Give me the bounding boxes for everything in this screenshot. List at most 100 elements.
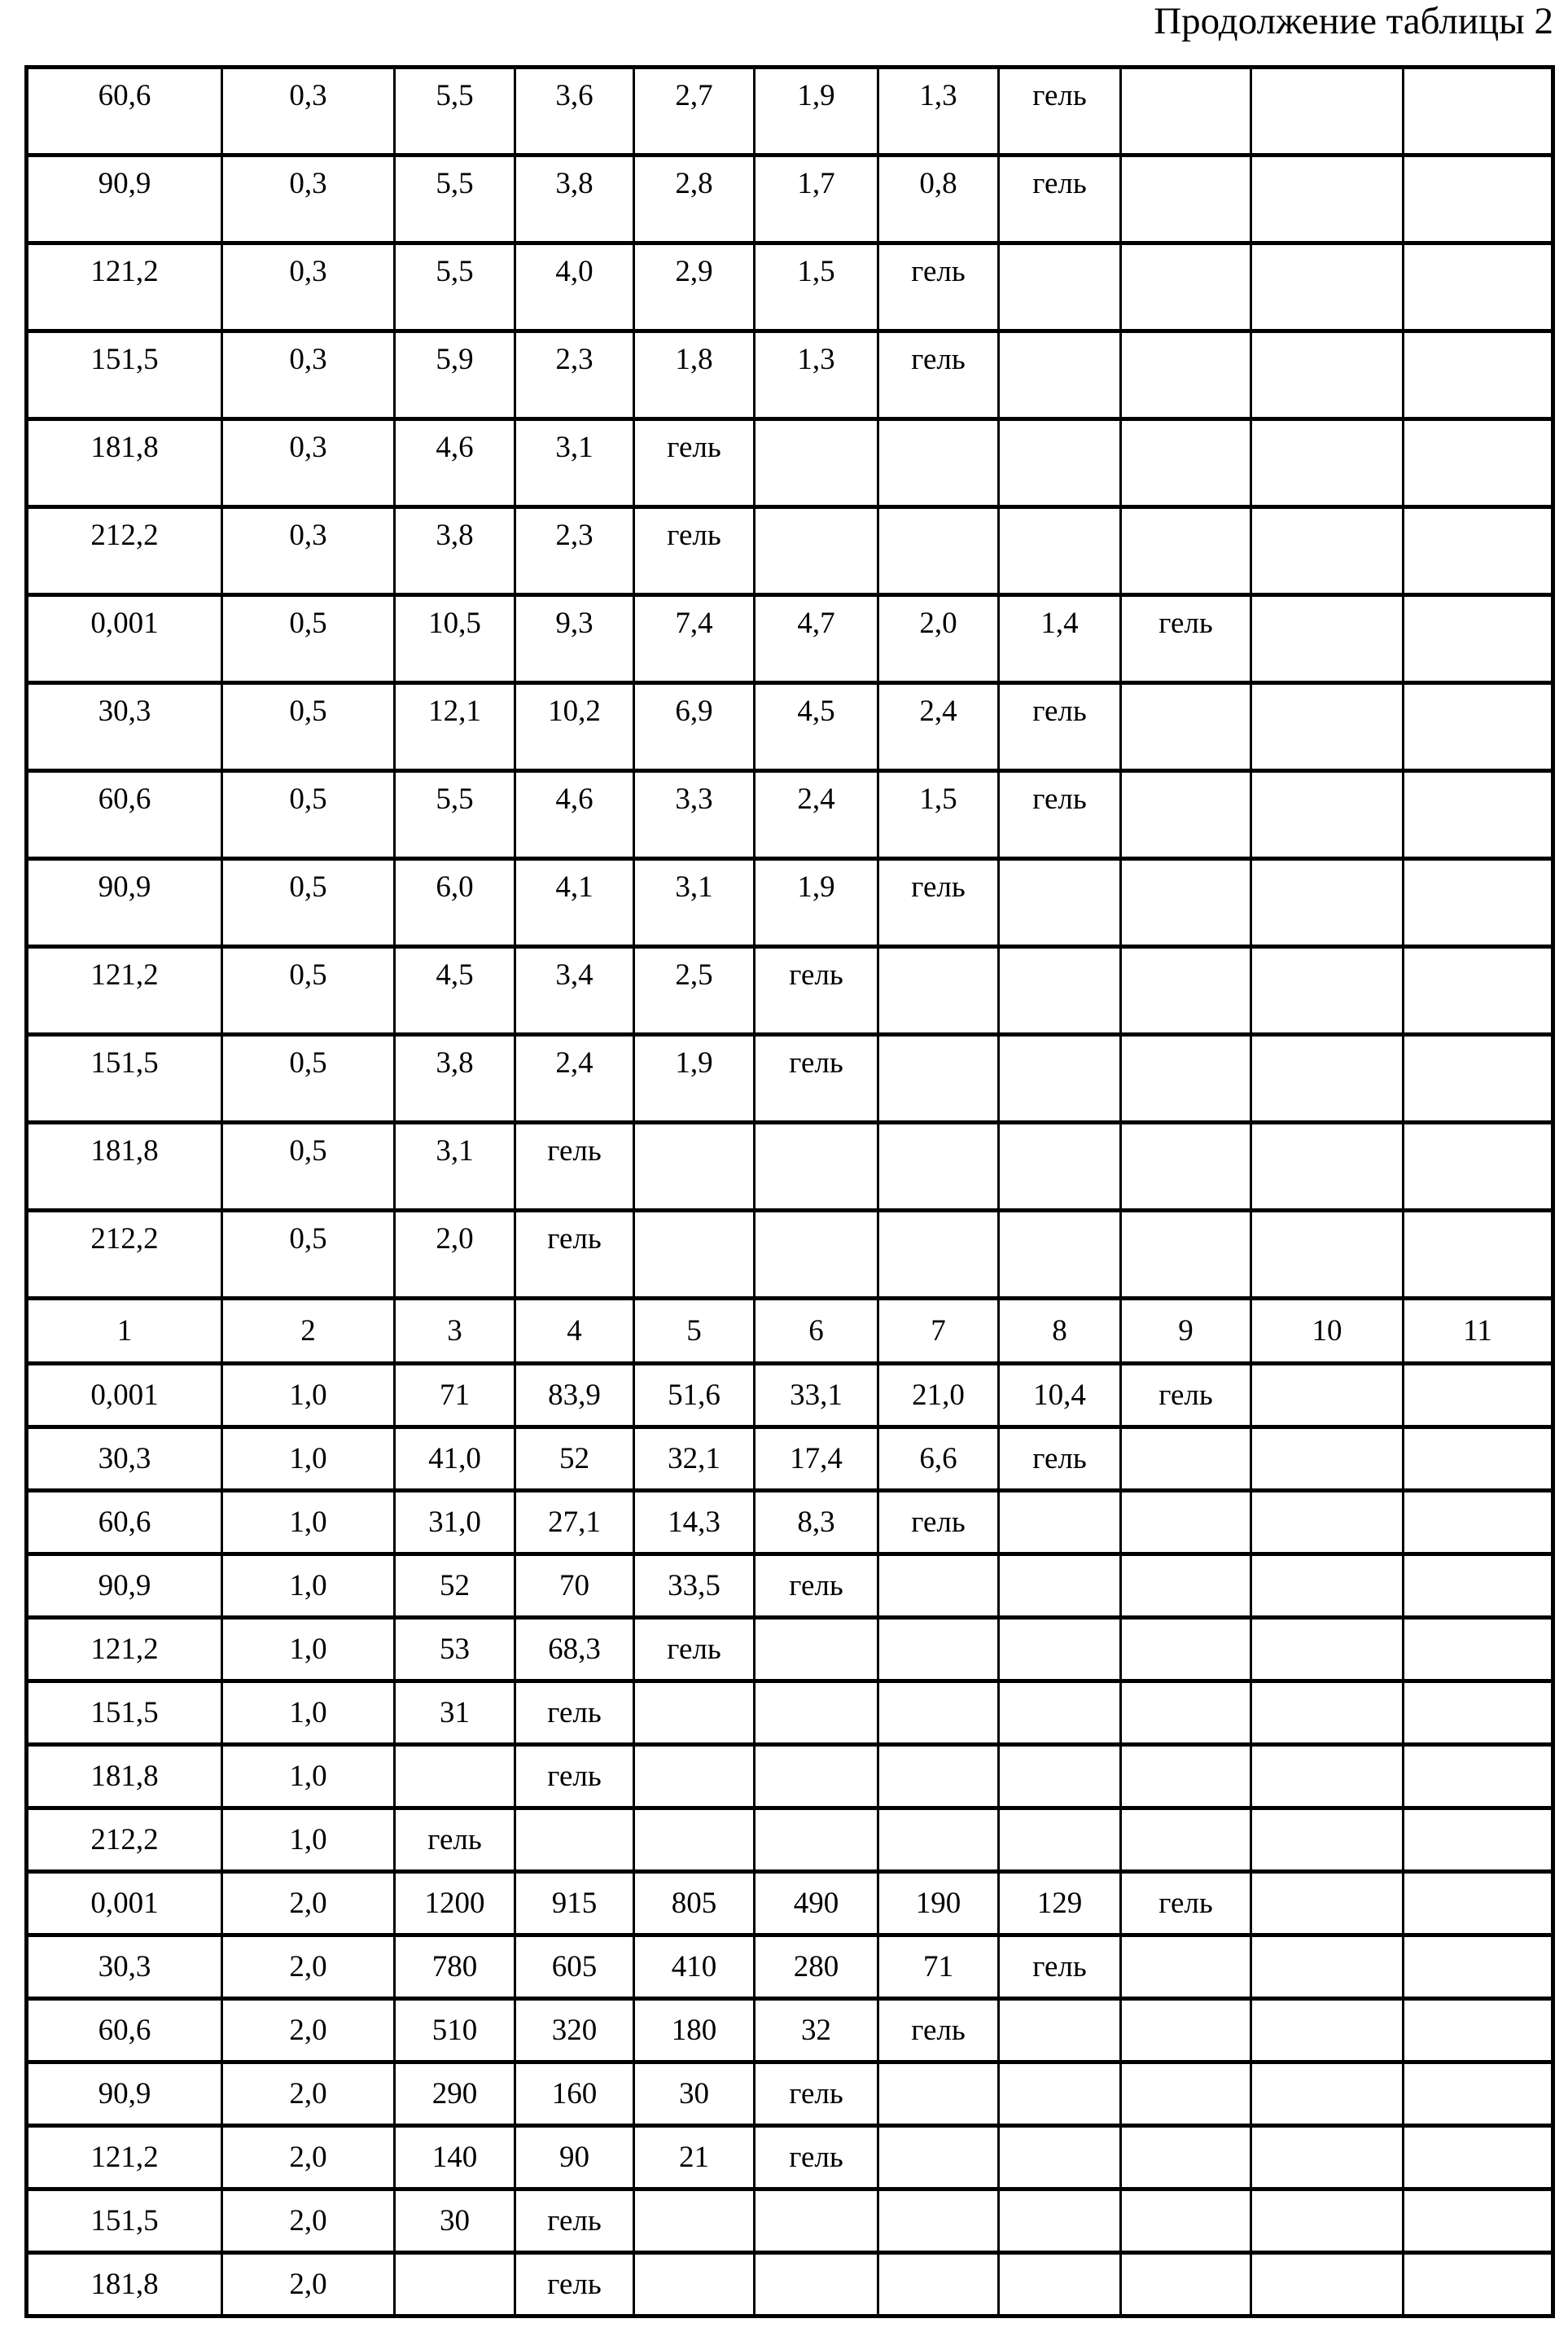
table-cell: 32,1 [633,1425,756,1492]
table-cell [1250,1361,1404,1429]
table-cell: 21 [633,2124,756,2191]
table-cell [877,1032,1000,1124]
table-cell: 41,0 [393,1425,516,1492]
table-cell: гель [1119,593,1252,685]
table-cell: 3,8 [393,505,516,597]
table-cell [1402,769,1554,861]
table-cell [877,945,1000,1037]
table-cell: 7 [877,1296,1000,1365]
table-cell: 10,2 [514,681,635,773]
table-row-section-a: 30,3 0,5 12,1 10,2 6,9 4,5 2,4 гель [25,681,1554,773]
table-cell [877,2124,1000,2191]
table-cell [1402,857,1554,949]
table-cell: 2,0 [221,2060,396,2128]
table-cell: 8 [997,1296,1122,1365]
table-row-section-a: 90,9 0,3 5,5 3,8 2,8 1,7 0,8 гель [25,153,1554,245]
table-cell [997,2251,1122,2318]
table-cell: 2,3 [514,505,635,597]
table-cell: 30,3 [25,1933,223,2001]
table-cell: 5,5 [393,65,516,157]
data-table: 60,6 0,3 5,5 3,6 2,7 1,9 1,3 гель 90,9 0,3 5,5 3,8 2… [24,65,1555,2318]
table-cell: 151,5 [25,2187,223,2255]
table-cell [1402,2060,1554,2128]
table-cell [1119,1742,1252,1810]
table-cell: 60,6 [25,769,223,861]
table-cell: 212,2 [25,1806,223,1874]
table-cell [997,2060,1122,2128]
table-cell: гель [514,1208,635,1300]
table-cell: 129 [997,1869,1122,1937]
table-cell: 2,0 [877,593,1000,685]
table-row-section-b: 151,5 1,0 31 гель [25,1679,1554,1747]
table-cell [1250,505,1404,597]
table-cell [1402,1425,1554,1492]
table-cell: 2,0 [221,1933,396,2001]
table-cell: 0,8 [877,153,1000,245]
table-cell: 121,2 [25,2124,223,2191]
table-cell: 5,5 [393,241,516,333]
table-cell: 1,9 [633,1032,756,1124]
table-cell [877,417,1000,509]
table-cell: 2,8 [633,153,756,245]
table-cell: гель [877,1488,1000,1556]
table-cell: гель [1119,1361,1252,1429]
table-cell: гель [514,1742,635,1810]
table-cell [1402,1208,1554,1300]
table-cell [1402,2187,1554,2255]
table-row-section-b: 0,001 1,0 71 83,9 51,6 33,1 21,0 10,4 гель [25,1361,1554,1429]
table-row-section-b: 90,9 1,0 52 70 33,5 гель [25,1552,1554,1620]
table-cell: 11 [1402,1296,1554,1365]
table-cell [997,1615,1122,1683]
table-cell [1119,945,1252,1037]
table-cell [1250,593,1404,685]
table-cell: 0,3 [221,417,396,509]
table-row-section-b: 212,2 1,0 гель [25,1806,1554,1874]
table-cell: 51,6 [633,1361,756,1429]
table-cell: 1,0 [221,1742,396,1810]
table-cell: 30 [633,2060,756,2128]
table-cell: 1,9 [753,857,879,949]
table-cell [1250,329,1404,421]
table-cell: 8,3 [753,1488,879,1556]
table-cell [997,1488,1122,1556]
table-cell [1250,681,1404,773]
table-row-section-a: 60,6 0,5 5,5 4,6 3,3 2,4 1,5 гель [25,769,1554,861]
table-cell [1402,417,1554,509]
table-cell: 71 [877,1933,1000,2001]
table-cell: 212,2 [25,1208,223,1300]
table-cell: 2,4 [753,769,879,861]
table-cell: гель [877,241,1000,333]
table-cell: 4,1 [514,857,635,949]
table-cell [877,2060,1000,2128]
table-cell: гель [1119,1869,1252,1937]
table-cell: 90,9 [25,1552,223,1620]
table-cell: 4,7 [753,593,879,685]
table-cell: 180 [633,1997,756,2064]
table-cell [997,417,1122,509]
table-cell: 0,5 [221,1032,396,1124]
table-cell [1250,1120,1404,1212]
table-cell: 30,3 [25,1425,223,1492]
table-cell: гель [633,505,756,597]
table-cell: гель [877,857,1000,949]
table-cell: 2,4 [514,1032,635,1124]
table-cell: 1,0 [221,1425,396,1492]
table-cell: 140 [393,2124,516,2191]
table-cell: 4,6 [393,417,516,509]
table-cell: 60,6 [25,65,223,157]
table-cell: 53 [393,1615,516,1683]
table-cell [753,417,879,509]
table-row-section-a: 181,8 0,5 3,1 гель [25,1120,1554,1212]
table-cell [1119,1679,1252,1747]
table-cell [1119,1120,1252,1212]
table-cell [1119,1615,1252,1683]
table-cell: 1,0 [221,1615,396,1683]
table-cell [1119,1997,1252,2064]
table-cell: 2,4 [877,681,1000,773]
table-cell [1250,1208,1404,1300]
table-cell [1250,945,1404,1037]
table-cell [877,1806,1000,1874]
table-cell: 0,3 [221,241,396,333]
table-cell: гель [997,65,1122,157]
table-cell: 915 [514,1869,635,1937]
